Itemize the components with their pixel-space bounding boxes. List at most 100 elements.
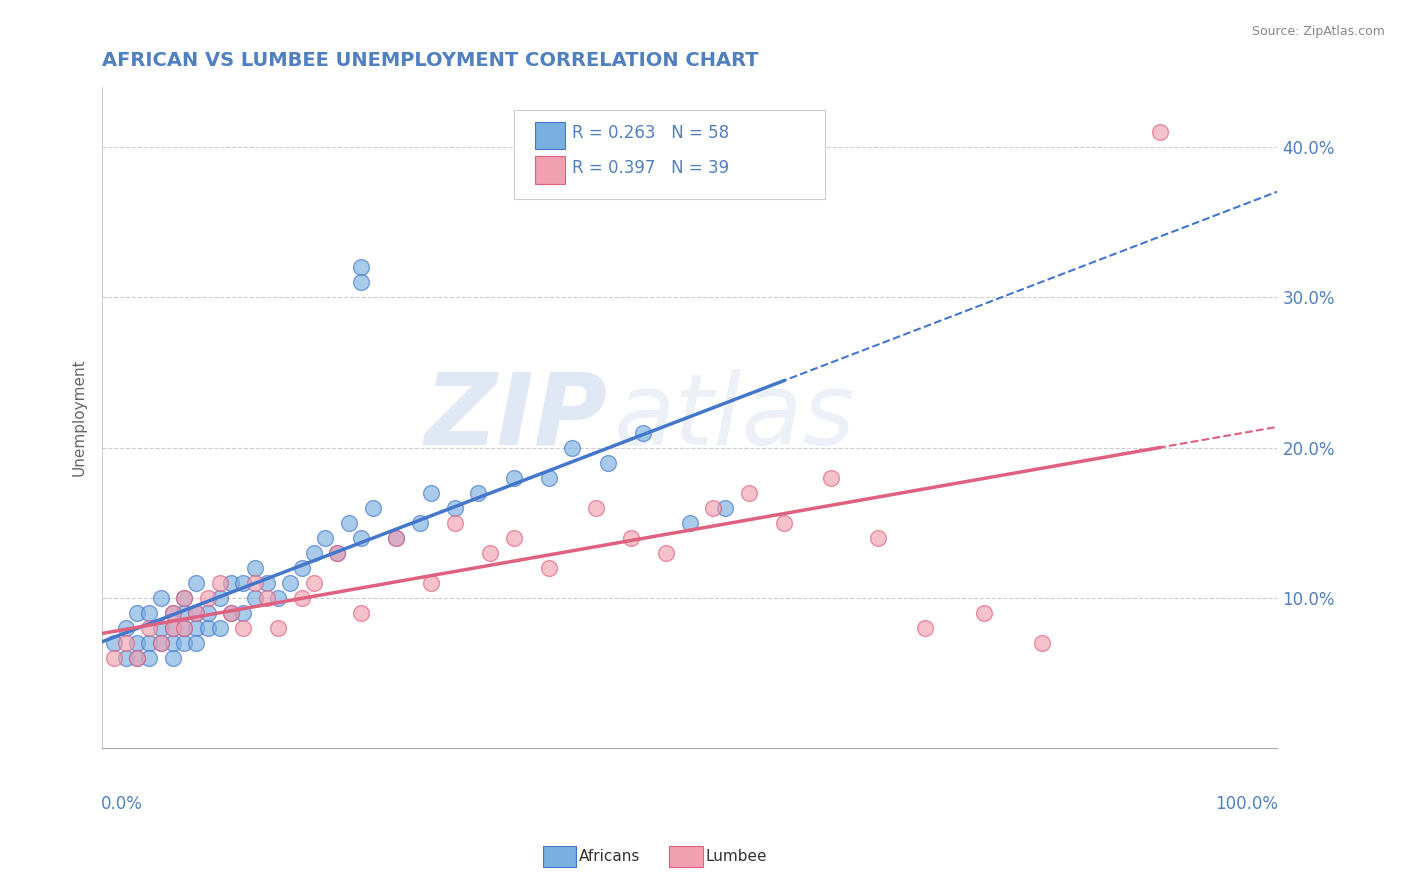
Point: [467, 485, 489, 500]
Point: [385, 531, 408, 545]
Text: R = 0.263   N = 58: R = 0.263 N = 58: [572, 124, 730, 142]
Point: [127, 606, 149, 620]
Text: ZIP: ZIP: [425, 369, 607, 466]
Point: [291, 561, 314, 575]
Point: [138, 606, 160, 620]
Point: [973, 606, 995, 620]
Point: [138, 621, 160, 635]
Text: 0.0%: 0.0%: [101, 795, 143, 813]
Point: [103, 636, 125, 650]
Point: [585, 500, 607, 515]
Point: [149, 636, 172, 650]
Point: [350, 275, 373, 289]
Point: [326, 546, 349, 560]
Point: [186, 621, 208, 635]
Point: [114, 636, 136, 650]
Point: [197, 606, 219, 620]
Point: [702, 500, 724, 515]
Y-axis label: Unemployment: Unemployment: [72, 359, 86, 476]
Point: [114, 651, 136, 665]
Point: [561, 441, 583, 455]
Point: [350, 260, 373, 274]
Point: [138, 651, 160, 665]
Point: [221, 606, 243, 620]
Point: [162, 636, 184, 650]
FancyBboxPatch shape: [534, 156, 565, 184]
Point: [173, 621, 195, 635]
Point: [208, 576, 231, 591]
Point: [1149, 125, 1171, 139]
Text: atlas: atlas: [613, 369, 855, 466]
Point: [162, 606, 184, 620]
Point: [267, 591, 290, 605]
Point: [173, 591, 195, 605]
Point: [866, 531, 889, 545]
Point: [186, 606, 208, 620]
Point: [221, 576, 243, 591]
Point: [208, 621, 231, 635]
Point: [149, 591, 172, 605]
Point: [208, 591, 231, 605]
Point: [267, 621, 290, 635]
Point: [596, 456, 619, 470]
Point: [103, 651, 125, 665]
Point: [537, 561, 560, 575]
Point: [737, 485, 759, 500]
Point: [502, 531, 524, 545]
Point: [256, 591, 278, 605]
Point: [537, 471, 560, 485]
Point: [186, 636, 208, 650]
Point: [138, 636, 160, 650]
Point: [443, 500, 465, 515]
Point: [173, 621, 195, 635]
Point: [655, 546, 678, 560]
Point: [820, 471, 842, 485]
Text: Source: ZipAtlas.com: Source: ZipAtlas.com: [1251, 25, 1385, 38]
Point: [1031, 636, 1053, 650]
Point: [679, 516, 702, 530]
Point: [714, 500, 737, 515]
Point: [197, 621, 219, 635]
Point: [631, 425, 654, 440]
Point: [162, 651, 184, 665]
Point: [772, 516, 794, 530]
Point: [385, 531, 408, 545]
Point: [162, 606, 184, 620]
Point: [443, 516, 465, 530]
Point: [162, 621, 184, 635]
Point: [326, 546, 349, 560]
Point: [302, 546, 325, 560]
Point: [502, 471, 524, 485]
Point: [127, 651, 149, 665]
Point: [221, 606, 243, 620]
Point: [243, 576, 266, 591]
Point: [149, 636, 172, 650]
Point: [232, 621, 254, 635]
Point: [479, 546, 502, 560]
Text: Lumbee: Lumbee: [706, 849, 768, 863]
Point: [243, 561, 266, 575]
Point: [186, 606, 208, 620]
Point: [350, 531, 373, 545]
Point: [186, 576, 208, 591]
Point: [350, 606, 373, 620]
Point: [173, 636, 195, 650]
Point: [114, 621, 136, 635]
Point: [127, 651, 149, 665]
Point: [173, 606, 195, 620]
Point: [361, 500, 384, 515]
Point: [278, 576, 301, 591]
Point: [173, 591, 195, 605]
Point: [162, 621, 184, 635]
Point: [127, 636, 149, 650]
Point: [420, 576, 443, 591]
Point: [256, 576, 278, 591]
Point: [149, 621, 172, 635]
Point: [914, 621, 936, 635]
Point: [291, 591, 314, 605]
Point: [232, 576, 254, 591]
Point: [420, 485, 443, 500]
Text: 100.0%: 100.0%: [1216, 795, 1278, 813]
Text: AFRICAN VS LUMBEE UNEMPLOYMENT CORRELATION CHART: AFRICAN VS LUMBEE UNEMPLOYMENT CORRELATI…: [103, 51, 759, 70]
Text: R = 0.397   N = 39: R = 0.397 N = 39: [572, 159, 730, 177]
